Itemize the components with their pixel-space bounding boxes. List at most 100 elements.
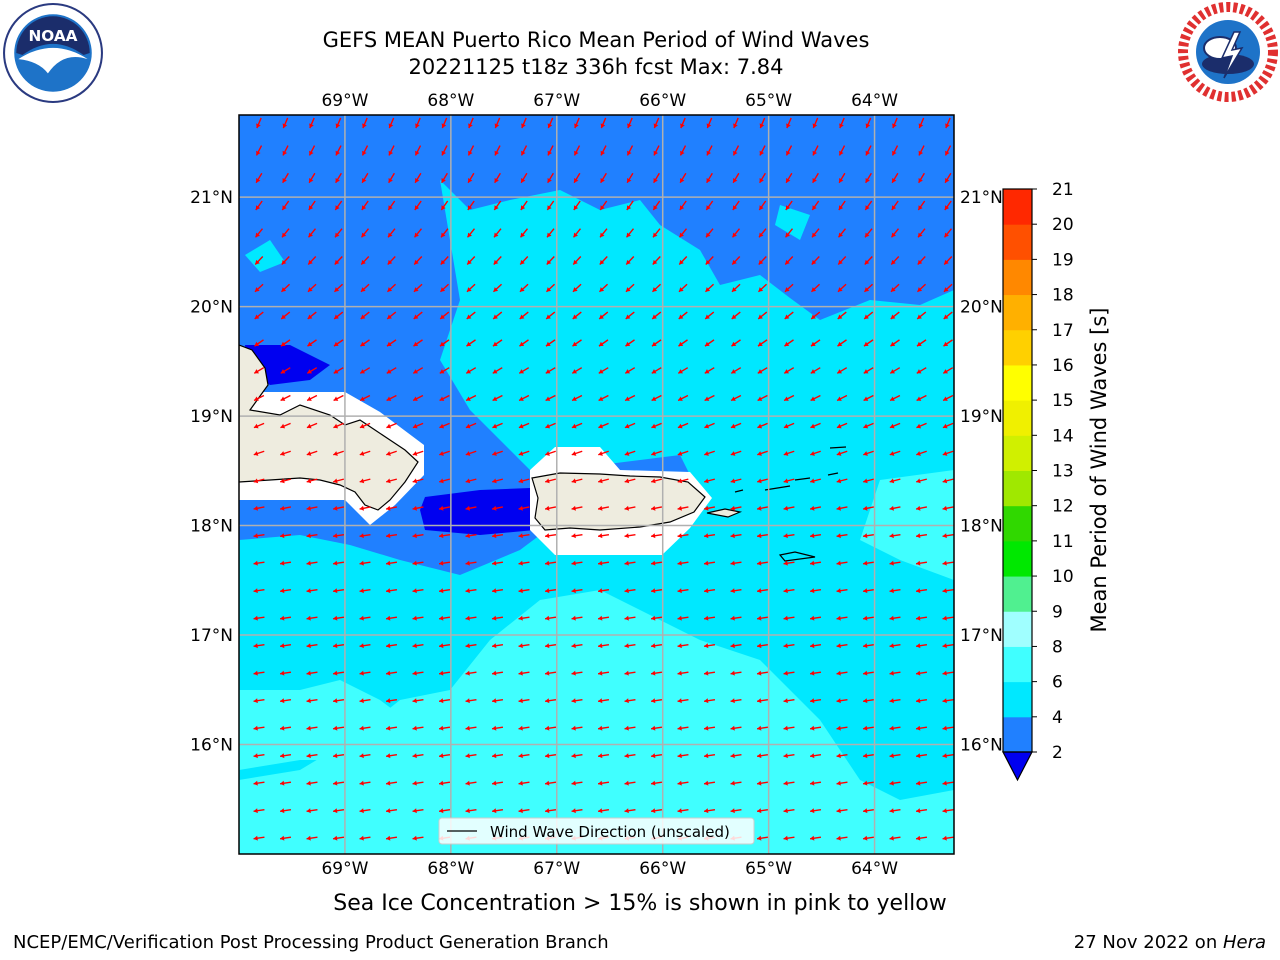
wind-wave-vector xyxy=(784,311,794,320)
wind-wave-vector xyxy=(385,753,398,759)
wind-wave-vector xyxy=(783,422,795,429)
wind-wave-vector xyxy=(306,615,318,621)
wind-wave-vector xyxy=(518,643,530,649)
wind-wave-vector xyxy=(732,172,740,184)
wind-wave-vector xyxy=(359,670,371,676)
wind-wave-vector xyxy=(704,394,715,402)
wind-wave-vector xyxy=(253,533,265,539)
wind-wave-vector xyxy=(440,200,449,211)
wind-wave-vector xyxy=(916,339,927,347)
wind-wave-vector xyxy=(677,753,689,759)
national-weather-service-logo-icon xyxy=(1178,2,1278,102)
wind-wave-vector xyxy=(836,698,848,704)
wind-wave-vector xyxy=(332,643,345,649)
wind-wave-vector xyxy=(412,808,424,814)
wind-wave-vector xyxy=(306,643,318,649)
wind-wave-vector xyxy=(704,311,715,320)
wind-wave-vector xyxy=(703,560,716,566)
colorbar-segment xyxy=(1003,189,1032,225)
wind-wave-vector xyxy=(254,311,264,320)
wind-wave-vector xyxy=(279,753,292,759)
wind-wave-vector xyxy=(386,450,397,456)
wind-wave-vector xyxy=(625,256,635,265)
wind-wave-vector xyxy=(756,835,769,841)
wind-wave-vector xyxy=(732,200,740,211)
wind-wave-vector xyxy=(916,422,927,429)
wind-wave-vector xyxy=(518,450,530,456)
wind-wave-vector xyxy=(651,311,662,320)
wind-wave-vector xyxy=(254,283,264,293)
wind-wave-vector xyxy=(494,172,501,184)
wind-wave-vector xyxy=(491,588,504,594)
wind-wave-vector xyxy=(412,725,424,731)
period-contour-4-6-n xyxy=(775,205,810,240)
colorbar-label: Mean Period of Wind Waves [s] xyxy=(1087,308,1111,633)
colorbar-tick-label: 12 xyxy=(1052,497,1074,517)
period-contour-6-8-a xyxy=(239,590,954,854)
wind-wave-vector xyxy=(280,339,291,347)
wind-wave-vector xyxy=(412,753,424,759)
wind-wave-vector xyxy=(837,283,847,293)
wind-wave-vector xyxy=(650,643,663,649)
wind-wave-vector xyxy=(836,478,848,484)
wind-wave-vector xyxy=(307,228,317,238)
wind-wave-vector xyxy=(466,228,476,238)
wind-wave-vector xyxy=(862,588,875,594)
wind-wave-vector xyxy=(784,256,794,265)
wind-wave-vector xyxy=(838,172,846,184)
wind-wave-vector xyxy=(386,478,397,484)
wind-wave-vector xyxy=(571,478,583,484)
wind-wave-vector xyxy=(677,367,689,374)
wind-wave-vector xyxy=(756,588,769,594)
wind-wave-vector xyxy=(650,588,663,594)
wind-wave-vector xyxy=(332,670,345,676)
wind-wave-vector xyxy=(756,780,769,786)
wind-wave-vector xyxy=(279,643,292,649)
wind-wave-vector xyxy=(890,311,900,320)
wind-wave-vector xyxy=(889,533,901,539)
wind-wave-vector xyxy=(414,172,422,184)
wind-wave-vector xyxy=(544,533,557,539)
wind-wave-vector xyxy=(385,698,398,704)
wind-wave-vector xyxy=(624,808,636,814)
wind-wave-vector xyxy=(704,339,715,347)
wind-wave-vector xyxy=(783,835,795,841)
wind-wave-vector xyxy=(783,725,795,731)
wind-wave-vector xyxy=(544,753,557,759)
wind-wave-vector xyxy=(809,808,822,814)
wind-wave-vector xyxy=(332,698,345,704)
wind-wave-vector xyxy=(812,172,819,184)
wind-wave-vector xyxy=(306,698,318,704)
wind-wave-vector xyxy=(332,615,345,621)
wind-wave-vector xyxy=(544,670,557,676)
wind-wave-vector xyxy=(889,478,901,484)
wind-wave-vector xyxy=(809,698,822,704)
wind-wave-vector xyxy=(441,145,448,156)
wind-wave-vector xyxy=(518,560,530,566)
wind-wave-vector xyxy=(412,835,424,841)
wind-wave-vector xyxy=(943,256,953,265)
wind-wave-vector xyxy=(467,200,475,211)
wind-wave-vector xyxy=(466,339,476,347)
wind-wave-vector xyxy=(573,172,581,184)
colorbar-tick-label: 4 xyxy=(1052,708,1063,728)
colorbar-tick-label: 20 xyxy=(1052,215,1074,235)
wind-wave-vector xyxy=(864,200,873,211)
wind-wave-vector xyxy=(889,450,901,456)
footer-date: 27 Nov 2022 on Hera xyxy=(1074,932,1266,953)
lat-label-right: 17°N xyxy=(960,626,1003,646)
colorbar-tick-label: 21 xyxy=(1052,180,1074,200)
wind-wave-vector xyxy=(359,367,371,374)
wind-wave-vector xyxy=(412,780,424,786)
wind-wave-vector xyxy=(280,311,291,320)
wind-wave-vector xyxy=(624,643,636,649)
wind-wave-vector xyxy=(862,753,875,759)
wind-wave-vector xyxy=(809,780,822,786)
wind-wave-vector xyxy=(438,808,451,814)
wind-wave-vector xyxy=(730,478,742,484)
wind-wave-vector xyxy=(280,450,291,456)
wind-wave-vector xyxy=(703,670,716,676)
wind-wave-vector xyxy=(333,478,344,484)
wind-wave-vector xyxy=(626,145,634,156)
wind-wave-vector xyxy=(706,145,713,156)
